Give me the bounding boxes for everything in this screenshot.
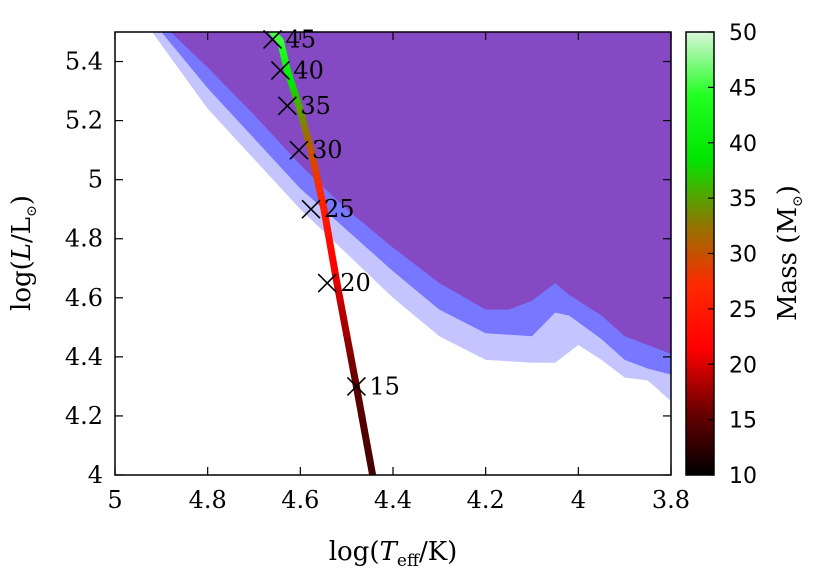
mass-marker-15: 15 xyxy=(346,372,400,400)
colorbar-tick-label: 35 xyxy=(729,187,757,212)
colorbar-tick-label: 30 xyxy=(729,243,757,268)
colorbar-tick-label: 25 xyxy=(729,298,757,323)
colorbar-tick-label: 10 xyxy=(729,464,757,489)
x-tick-label: 4.4 xyxy=(374,486,412,514)
colorbar-tick-label: 40 xyxy=(729,132,757,157)
mass-marker-label: 20 xyxy=(340,269,371,297)
mass-marker-40: 40 xyxy=(270,56,324,84)
x-tick-label: 4 xyxy=(571,486,586,514)
region-inner xyxy=(170,32,671,354)
y-tick-label: 4 xyxy=(88,461,103,489)
colorbar-tick-label: 50 xyxy=(729,21,757,46)
y-tick-label: 4.6 xyxy=(65,284,103,312)
axes-layer: 5 4.8 4.6 4.4 4.2 4 3.8 4 4.2 4.4 4.6 4.8 5 5.2 5.4 xyxy=(65,32,690,514)
regions-layer xyxy=(152,32,671,402)
mass-marker-label: 15 xyxy=(369,372,400,400)
mass-marker-35: 35 xyxy=(277,92,331,120)
mass-marker-30: 30 xyxy=(289,136,343,164)
y-tick-label: 5.4 xyxy=(65,48,103,76)
colorbar-tick-label: 20 xyxy=(729,353,757,378)
mass-marker-label: 25 xyxy=(324,195,355,223)
x-tick-label: 5 xyxy=(107,486,122,514)
y-tick-label: 4.2 xyxy=(65,402,103,430)
colorbar-label: Mass (M⊙) xyxy=(773,185,806,321)
mass-marker-label: 35 xyxy=(300,92,331,120)
mass-marker-20: 20 xyxy=(317,269,371,297)
colorbar-tick-label: 45 xyxy=(729,76,757,101)
mass-marker-label: 30 xyxy=(312,136,343,164)
colorbar-axis: 10 15 20 25 30 35 40 45 50 xyxy=(708,21,757,489)
x-tick-label: 4.2 xyxy=(467,486,505,514)
x-tick-label: 3.8 xyxy=(652,486,690,514)
mass-marker-label: 40 xyxy=(293,56,324,84)
x-axis-label: log(Teff/K) xyxy=(329,537,458,571)
y-tick-label: 5 xyxy=(88,166,103,194)
y-axis-label: log(L/L⊙) xyxy=(7,195,40,311)
colorbar-tick-label: 15 xyxy=(729,409,757,434)
x-tick-label: 4.8 xyxy=(189,486,227,514)
x-tick-label: 4.6 xyxy=(281,486,319,514)
y-tick-label: 4.8 xyxy=(65,225,103,253)
mass-marker-25: 25 xyxy=(301,195,355,223)
y-tick-label: 4.4 xyxy=(65,343,103,371)
mass-track-layer xyxy=(269,32,377,475)
y-tick-label: 5.2 xyxy=(65,107,103,135)
